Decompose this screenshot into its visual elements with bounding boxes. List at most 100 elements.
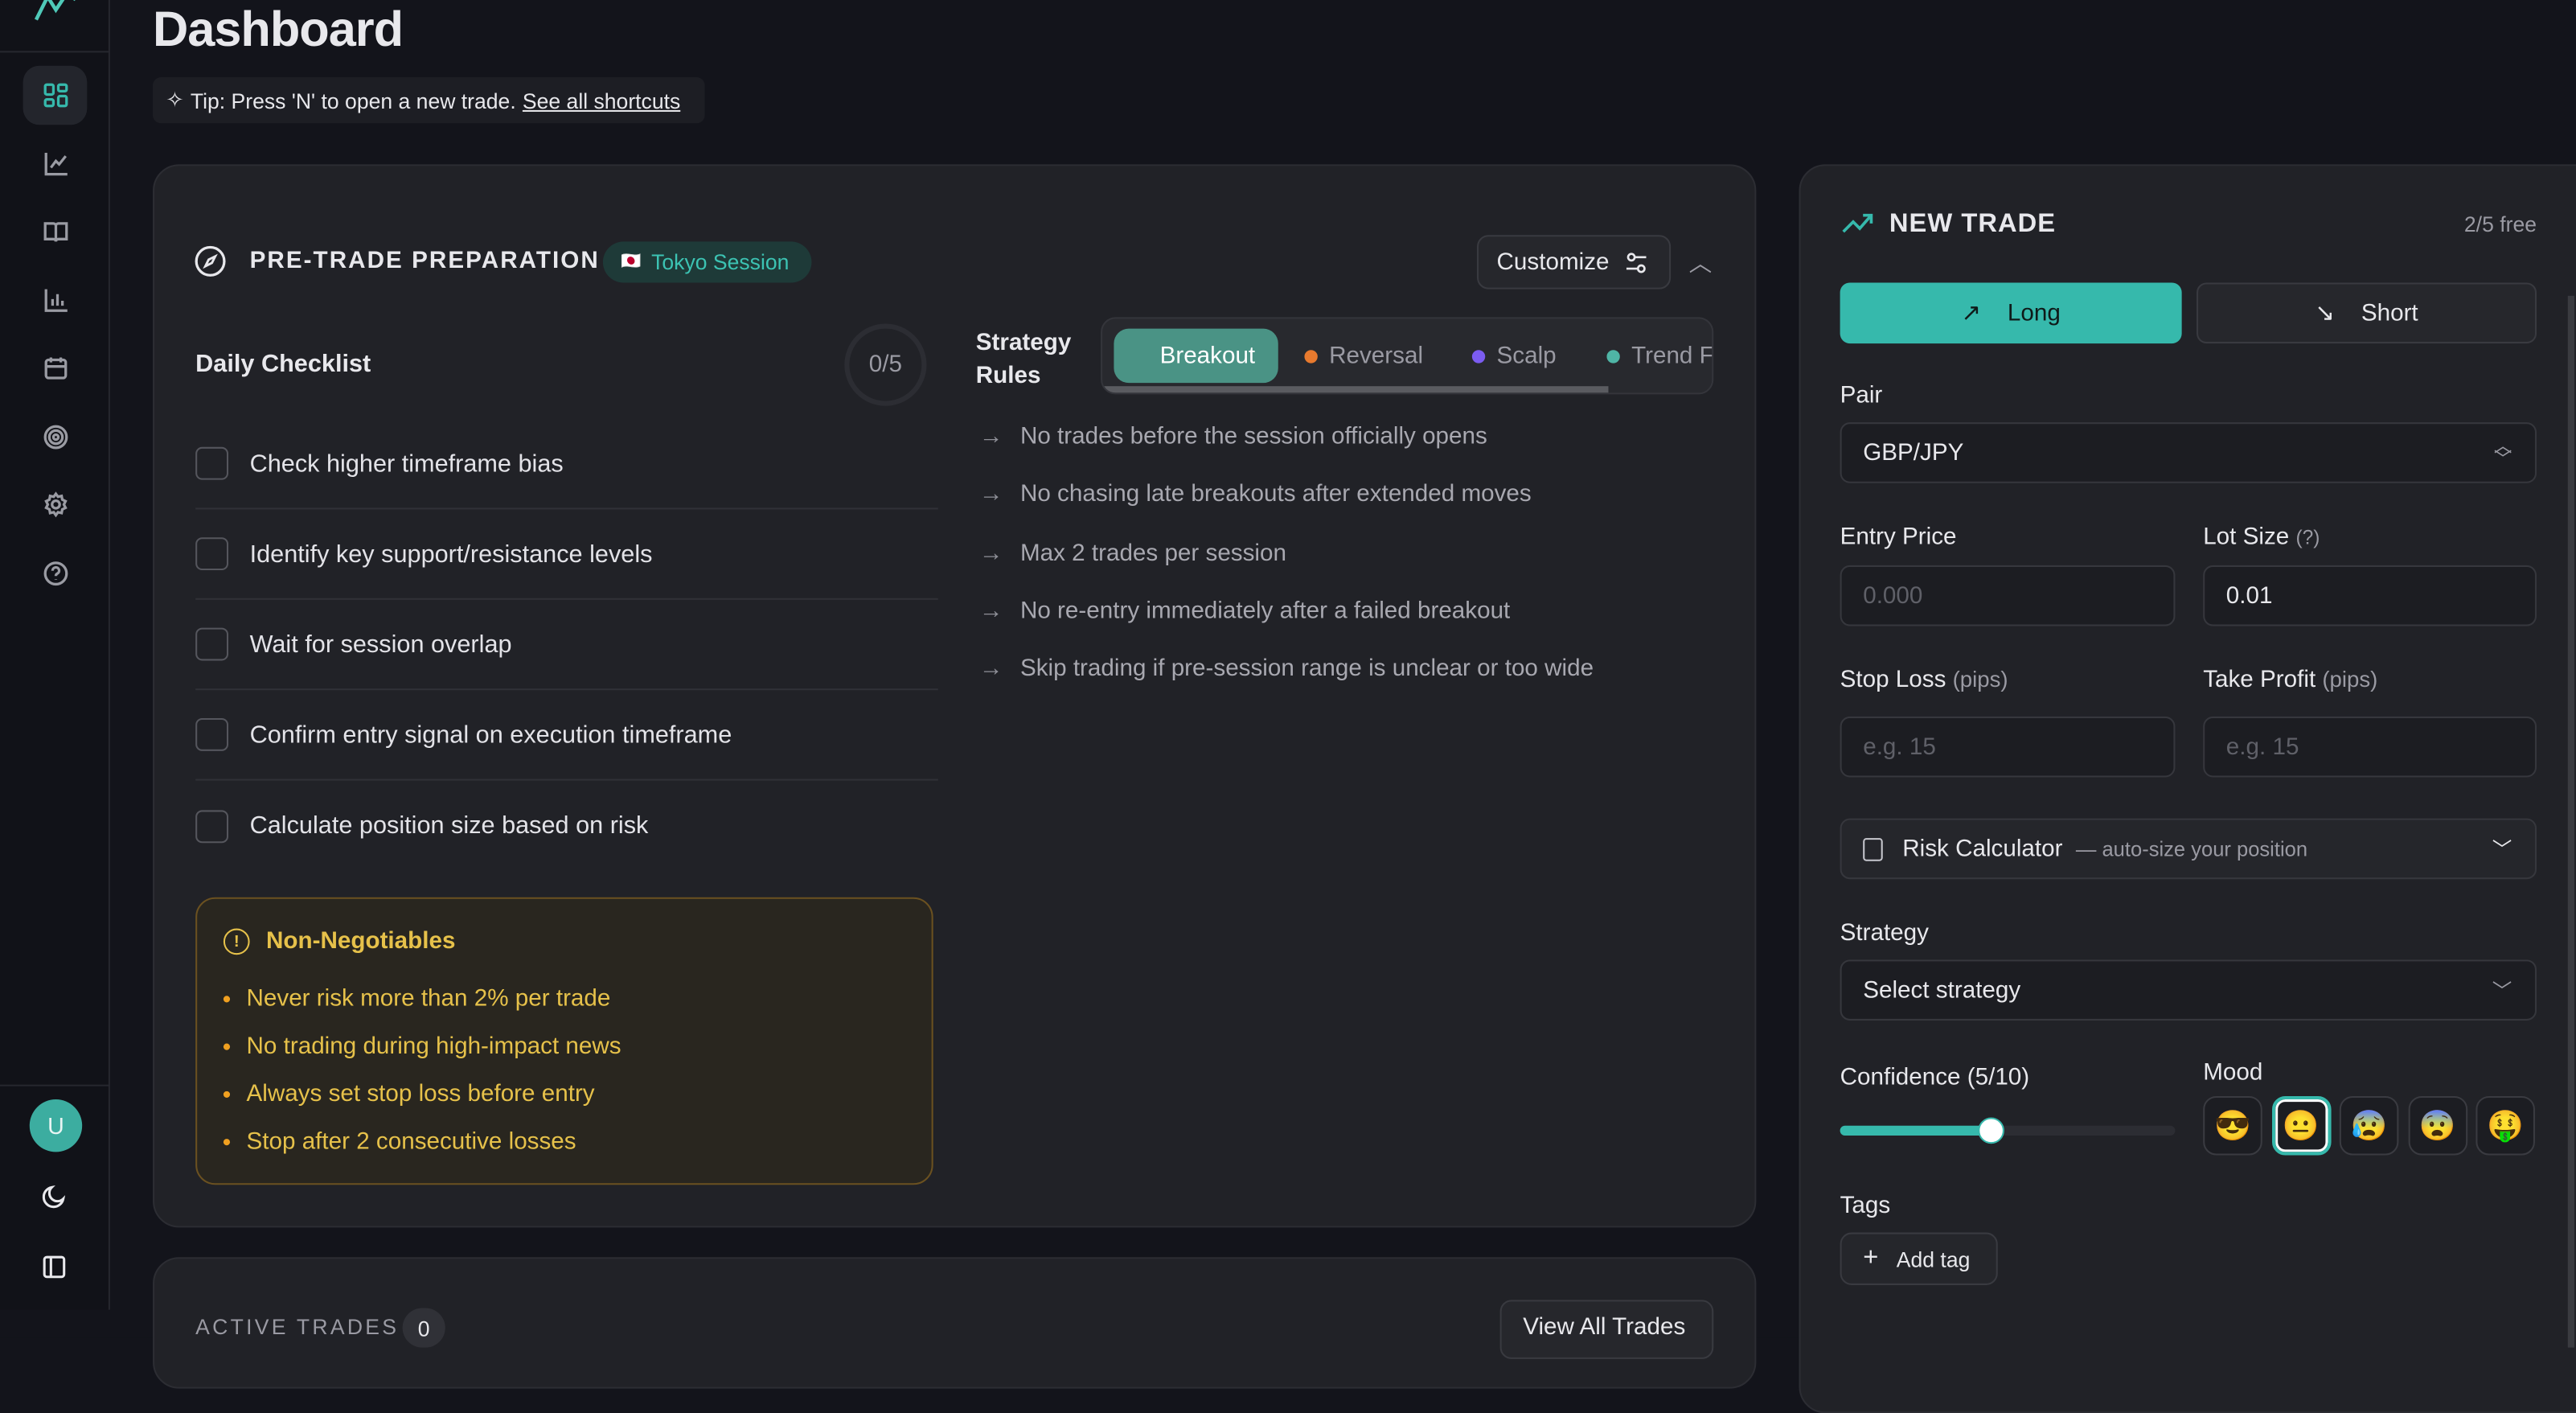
lot-size-value: 0.01 [2225,582,2273,610]
strategy-rules-label-2: Rules [975,363,1041,390]
tab-label: Reversal [1329,343,1424,369]
stop-loss-text: Stop Loss [1840,667,1946,694]
sidebar-item-help[interactable] [23,544,88,603]
mood-option[interactable]: 😰 [2339,1095,2399,1156]
sidebar-item-dashboard[interactable] [23,65,88,125]
risk-calculator-toggle[interactable]: Risk Calculator — auto-size your position… [1840,818,2537,880]
long-button[interactable]: ↗ Long [1840,282,2182,344]
updown-chevron-icon: ︿ ﹀ [2493,436,2512,470]
free-count: 2/5 free [2463,212,2537,237]
collapse-chevron-icon[interactable]: ︿ [1688,249,1713,277]
session-badge: 🇯🇵 Tokyo Session [602,241,812,283]
entry-price-input[interactable]: 0.000 [1840,565,2176,626]
shortcuts-link[interactable]: See all shortcuts [522,88,681,113]
checklist-item[interactable]: Confirm entry signal on execution timefr… [195,690,938,781]
view-all-trades-button[interactable]: View All Trades [1499,1300,1714,1359]
avatar[interactable]: U [29,1099,83,1152]
chevron-down-icon: ﹀ [2492,979,2512,1003]
chevron-down-icon: ﹀ [2492,838,2512,861]
confidence-slider[interactable] [1840,1117,2176,1144]
add-tag-label: Add tag [1896,1246,1971,1271]
lot-size-text: Lot Size [2203,524,2290,551]
mood-option[interactable]: 😎 [2203,1095,2262,1156]
tab-scalp[interactable]: Scalp [1471,329,1557,383]
tab-breakout[interactable]: Breakout [1114,328,1278,384]
sparkle-icon: ✧ [166,87,184,112]
entry-price-label: Entry Price [1840,524,1957,551]
flag-icon: 🇯🇵 [621,253,642,272]
checklist-item[interactable]: Calculate position size based on risk [195,781,938,871]
checklist-item[interactable]: Check higher timeframe bias [195,419,938,510]
short-label: Short [2361,299,2418,327]
checkbox[interactable] [195,627,229,661]
sidebar-toggle-icon[interactable] [41,1254,68,1280]
bar-chart-icon [43,289,67,312]
add-tag-button[interactable]: + Add tag [1840,1232,1998,1285]
rule-text: No chasing late breakouts after extended… [1019,482,1532,509]
tip-banner: ✧ Tip: Press 'N' to open a new trade. Se… [153,77,705,124]
take-profit-input[interactable]: e.g. 15 [2203,716,2537,778]
book-icon [43,222,68,242]
stop-loss-unit: (pips) [1952,667,2008,692]
sidebar-item-journal[interactable] [23,202,88,261]
checkbox[interactable] [195,537,229,571]
checkbox[interactable] [195,809,229,843]
moon-icon[interactable] [41,1183,68,1210]
trending-down-icon: ↘ [2315,299,2336,327]
sidebar: U [0,0,110,1310]
long-label: Long [2007,299,2061,327]
plus-icon: + [1863,1243,1879,1272]
mood-label: Mood [2203,1059,2263,1086]
sidebar-item-calendar[interactable] [23,339,88,398]
strategy-rule: → No trades before the session officially… [979,424,1487,450]
tags-label: Tags [1840,1193,1891,1220]
mood-option[interactable]: 😐 [2271,1095,2331,1156]
rule-text: No re-entry immediately after a failed b… [1019,598,1511,625]
tab-label: Trend F [1631,343,1713,369]
trending-up-icon: ↗ [1961,299,1982,327]
confidence-thumb[interactable] [1977,1117,2004,1144]
stop-loss-input[interactable]: e.g. 15 [1840,716,2176,778]
target-icon [43,425,68,450]
checklist-progress: 0/5 [844,323,927,406]
panel-scrollbar[interactable] [2567,295,2575,1348]
scalp-dot [1471,349,1486,363]
checklist-item-label: Check higher timeframe bias [249,449,564,478]
new-trade-title: NEW TRADE [1889,210,2057,239]
sidebar-item-analytics[interactable] [23,135,88,195]
confidence-fill [1840,1125,1991,1136]
sidebar-item-settings[interactable] [23,475,88,535]
lot-size-input[interactable]: 0.01 [2203,565,2537,626]
strategy-rules-label: Strategy Rules [976,327,1072,393]
pair-label: Pair [1840,383,1883,409]
take-profit-unit: (pips) [2322,667,2378,692]
tabs-scrollbar[interactable] [1102,386,1609,393]
session-label: Tokyo Session [651,249,790,275]
sidebar-item-goals[interactable] [23,408,88,467]
mood-option[interactable]: 🤑 [2476,1095,2535,1156]
checklist-item[interactable]: Identify key support/resistance levels [195,509,938,600]
customize-button[interactable]: Customize [1477,235,1672,290]
pair-value: GBP/JPY [1863,439,1964,466]
short-button[interactable]: ↘ Short [2197,282,2537,344]
checklist-item-label: Calculate position size based on risk [249,811,649,840]
tab-trend[interactable]: Trend F [1606,329,1712,383]
checkbox[interactable] [195,717,229,751]
lot-size-help[interactable]: (?) [2295,525,2320,549]
pair-select[interactable]: GBP/JPY ︿ ﹀ [1840,422,2537,483]
non-negotiable-item: Always set stop loss before entry [224,1070,621,1117]
strategy-label: Strategy [1840,920,1929,947]
rule-text: Max 2 trades per session [1019,540,1286,567]
sidebar-item-reports[interactable] [23,271,88,331]
checklist-item-label: Wait for session overlap [249,630,512,659]
arrow-right-icon: → [978,424,1003,450]
checklist-item[interactable]: Wait for session overlap [195,600,938,691]
tab-reversal[interactable]: Reversal [1304,329,1423,383]
prep-title: PRE-TRADE PREPARATION [249,248,600,275]
grid-icon [43,83,68,108]
strategy-select[interactable]: Select strategy ﹀ [1840,959,2537,1021]
active-trades-count: 0 [402,1308,445,1348]
risk-calculator-label: Risk Calculator [1902,836,2063,862]
checkbox[interactable] [195,446,229,480]
mood-option[interactable]: 😨 [2407,1095,2467,1156]
